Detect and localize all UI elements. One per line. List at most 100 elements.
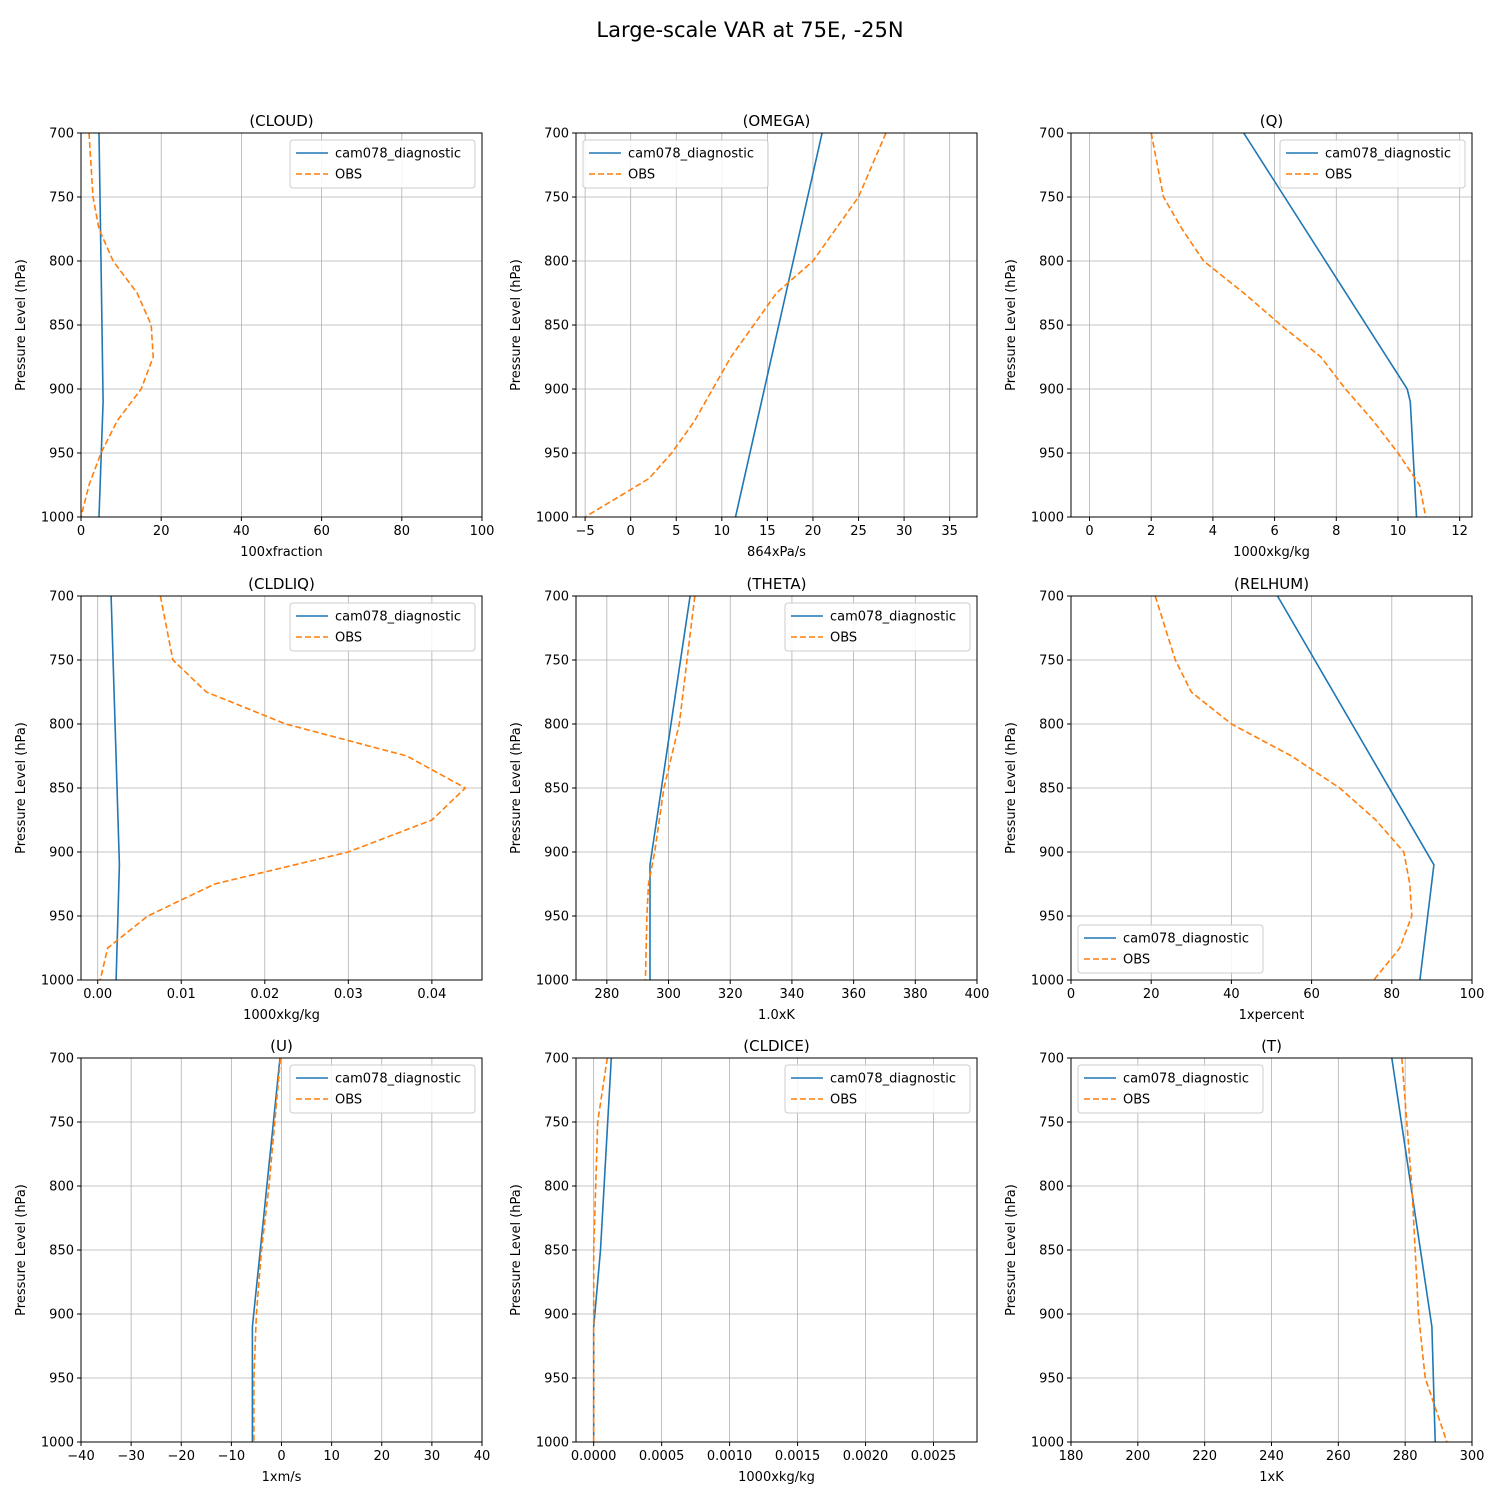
x-tick-label: 300 (656, 987, 681, 1002)
legend-frame (582, 139, 769, 189)
legend: cam078_diagnostic OBS (289, 139, 476, 189)
y-tick-label: 800 (49, 255, 74, 270)
y-tick-label: 850 (544, 1244, 569, 1259)
panel-title: (RELHUM) (1234, 575, 1309, 593)
x-tick-label: 0 (1067, 987, 1075, 1002)
legend-label: cam078_diagnostic (1123, 1072, 1249, 1087)
legend-label: OBS (335, 1093, 362, 1108)
x-tick-label: 4 (1209, 524, 1217, 539)
legend-label: OBS (1325, 168, 1352, 183)
y-tick-label: 850 (1039, 319, 1064, 334)
y-tick-label: 700 (544, 127, 569, 142)
y-tick-label: 750 (1039, 1116, 1064, 1131)
y-tick-label: 800 (49, 1180, 74, 1195)
series-lines (1150, 133, 1427, 517)
panel-q: 0 2 4 6 8 10 12 700 750 800 850 900 950 1000 (Q) 1000xk… (1004, 112, 1473, 560)
x-tick-label: 260 (1326, 1449, 1351, 1464)
y-tick-label: 750 (49, 191, 74, 206)
series-lines (592, 1058, 613, 1442)
legend-label: cam078_diagnostic (335, 1072, 461, 1087)
y-tick-label: 900 (1039, 1308, 1064, 1323)
legend-label: cam078_diagnostic (628, 147, 754, 162)
panel-omega: −5 0 5 10 15 20 25 30 35 700 750 800 850 900 950 1000 (O… (509, 112, 978, 560)
y-tick-label: 900 (49, 1308, 74, 1323)
y-tick-label: 700 (544, 1052, 569, 1067)
x-tick-label: 240 (1259, 1449, 1284, 1464)
legend-frame (1077, 1064, 1264, 1114)
x-tick-label: −10 (218, 1449, 245, 1464)
y-tick-label: 750 (1039, 654, 1064, 669)
legend-label: OBS (1123, 953, 1150, 968)
panel-title: (CLOUD) (249, 112, 313, 130)
y-tick-label: 800 (1039, 718, 1064, 733)
panel-cldliq: 0.00 0.01 0.02 0.03 0.04 700 750 800 850 900 950 10… (14, 575, 483, 1023)
grid (576, 132, 977, 518)
x-tick-label: 10 (1390, 524, 1407, 539)
y-tick-label: 900 (544, 846, 569, 861)
legend: cam078_diagnostic OBS (784, 1064, 971, 1114)
x-tick-label: 0.0015 (775, 1449, 821, 1464)
x-tick-label: −5 (576, 524, 595, 539)
y-tick-label: 700 (1039, 1052, 1064, 1067)
legend-label: cam078_diagnostic (830, 610, 956, 625)
y-axis-label: Pressure Level (hPa) (509, 259, 524, 391)
x-tick-label: 20 (153, 524, 170, 539)
x-tick-label: −20 (168, 1449, 195, 1464)
x-tick-label: 220 (1192, 1449, 1217, 1464)
y-tick-label: 700 (49, 1052, 74, 1067)
panel-t: 180 200 220 240 260 280 300 700 750 800 850 900 950 1… (1004, 1037, 1484, 1485)
x-tick-label: 0.00 (83, 987, 112, 1002)
y-axis-label: Pressure Level (hPa) (14, 1184, 29, 1316)
panel-title: (U) (270, 1037, 293, 1055)
x-tick-label: 0.02 (250, 987, 279, 1002)
series-line-model (251, 1058, 281, 1442)
x-tick-label: 40 (474, 1449, 491, 1464)
x-tick-label: 200 (1125, 1449, 1150, 1464)
y-tick-label: 700 (1039, 590, 1064, 605)
y-tick-label: 700 (49, 127, 74, 142)
panel-title: (OMEGA) (743, 112, 811, 130)
y-tick-label: 1000 (41, 974, 74, 989)
series-lines (584, 133, 887, 517)
series-line-model (110, 596, 121, 980)
x-tick-label: 0.01 (167, 987, 196, 1002)
series-lines (99, 596, 467, 980)
figure-title: Large-scale VAR at 75E, -25N (596, 18, 903, 42)
x-tick-label: 6 (1270, 524, 1278, 539)
x-tick-label: 280 (594, 987, 619, 1002)
y-tick-label: 750 (544, 654, 569, 669)
y-axis-label: Pressure Level (hPa) (1004, 1184, 1019, 1316)
series-lines (81, 133, 155, 517)
legend: cam078_diagnostic OBS (582, 139, 769, 189)
grid (576, 595, 978, 981)
panel-relhum: 0 20 40 60 80 100 700 750 800 850 900 950 1000 (RELHU… (1004, 575, 1484, 1023)
x-tick-label: 340 (780, 987, 805, 1002)
y-tick-label: 950 (49, 447, 74, 462)
y-tick-label: 900 (544, 383, 569, 398)
x-tick-label: 0.0005 (639, 1449, 685, 1464)
y-tick-label: 950 (1039, 910, 1064, 925)
x-tick-label: 100 (470, 524, 495, 539)
x-tick-label: 15 (759, 524, 776, 539)
legend-label: cam078_diagnostic (1325, 147, 1451, 162)
legend-label: cam078_diagnostic (335, 610, 461, 625)
series-line-obs (592, 1058, 609, 1442)
series-lines (251, 1058, 282, 1442)
legend: cam078_diagnostic OBS (1077, 924, 1264, 974)
series-line-obs (253, 1058, 282, 1442)
series-line-obs (644, 596, 696, 980)
x-axis-label: 1.0xK (758, 1008, 795, 1023)
x-axis-label: 1xm/s (262, 1470, 302, 1485)
y-tick-label: 850 (49, 1244, 74, 1259)
x-axis-label: 1000xkg/kg (738, 1470, 815, 1485)
x-axis-label: 864xPa/s (747, 545, 806, 560)
grid (1071, 132, 1472, 518)
x-tick-label: 12 (1451, 524, 1468, 539)
y-tick-label: 800 (49, 718, 74, 733)
grid (80, 132, 483, 518)
legend-label: cam078_diagnostic (830, 1072, 956, 1087)
series-line-obs (1154, 596, 1413, 980)
legend-frame (289, 139, 476, 189)
y-tick-label: 950 (544, 910, 569, 925)
